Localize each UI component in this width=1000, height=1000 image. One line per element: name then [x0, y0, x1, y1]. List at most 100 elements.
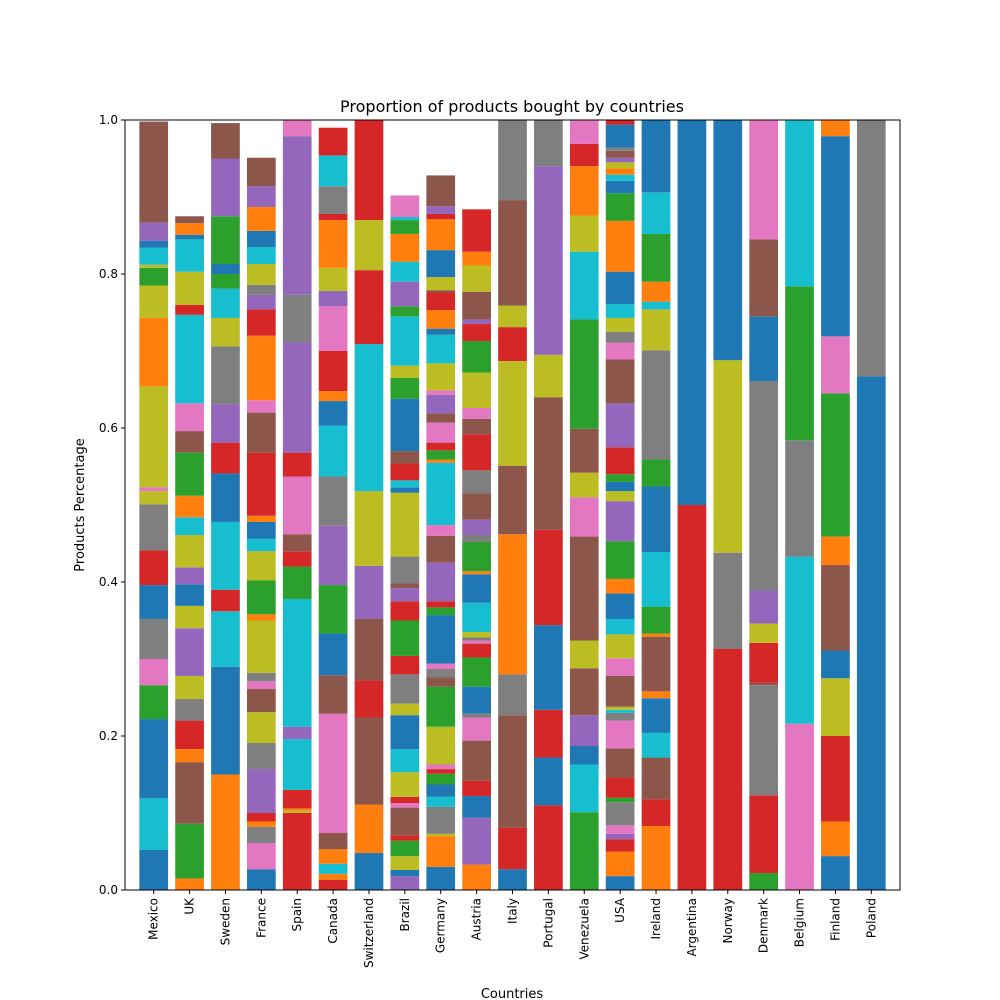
bar-segment-portugal-4 [534, 529, 563, 626]
bar-segment-germany-14 [426, 615, 456, 664]
bar-segment-germany-21 [426, 459, 456, 463]
bar-segment-germany-25 [426, 413, 456, 423]
bar-segment-venezuela-2 [569, 746, 599, 765]
bar-segment-venezuela-1 [569, 764, 599, 813]
bar-segment-venezuela-15 [569, 120, 599, 144]
bar-segment-germany-12 [426, 669, 456, 678]
bar-segment-germany-3 [426, 806, 456, 834]
bar-segment-austria-20 [462, 470, 491, 494]
bar-segment-spain-7 [282, 566, 312, 599]
bar-segment-venezuela-0 [569, 812, 599, 890]
bar-segment-france-4 [246, 813, 276, 822]
bar-segment-uk-13 [175, 495, 204, 518]
bar-segment-norway-1 [713, 552, 743, 649]
bar-segment-spain-0 [282, 813, 312, 890]
bar-segment-switzerland-4 [354, 618, 384, 681]
bar-segment-germany-26 [426, 394, 456, 414]
bar-segment-ireland-5 [641, 691, 671, 699]
bar-segment-brazil-22 [390, 463, 420, 481]
bar-segment-sweden-6 [211, 442, 240, 474]
bar-segment-ireland-11 [641, 459, 671, 487]
bar-segment-spain-12 [282, 342, 312, 453]
bar-segment-usa-39 [605, 150, 635, 158]
bar-segment-uk-17 [175, 314, 204, 404]
bar-segment-ireland-12 [641, 350, 671, 460]
bar-segment-portugal-1 [534, 757, 563, 806]
bar-segment-brazil-29 [390, 281, 420, 307]
bar-segment-uk-10 [175, 567, 204, 585]
bar-segment-usa-40 [605, 147, 635, 151]
bar-segment-italy-7 [498, 327, 527, 362]
bar-segment-uk-16 [175, 403, 204, 432]
bar-segment-italy-1 [498, 827, 527, 870]
bar-segment-brazil-12 [390, 674, 420, 704]
bar-segment-usa-14 [605, 658, 635, 676]
bar-segment-brazil-8 [390, 772, 420, 797]
bar-segment-spain-11 [282, 452, 312, 477]
bar-segment-spain-6 [282, 598, 312, 727]
x-tick-label: Italy [506, 898, 520, 924]
bar-segment-austria-4 [462, 740, 491, 781]
bar-segment-usa-41 [605, 124, 635, 148]
bar-segment-mexico-4 [139, 659, 169, 686]
bar-segment-germany-30 [426, 328, 456, 335]
bar-segment-denmark-7 [749, 381, 779, 591]
bar-segment-austria-1 [462, 817, 491, 865]
bar-segment-finland-2 [821, 736, 850, 822]
bar-segment-uk-21 [175, 234, 204, 240]
bar-segment-mexico-12 [139, 317, 169, 387]
bar-segment-germany-15 [426, 607, 456, 616]
bar-segment-switzerland-3 [354, 680, 384, 718]
bar-segment-usa-33 [605, 193, 635, 221]
bar-segment-mexico-10 [139, 487, 169, 492]
bar-segment-austria-27 [462, 319, 491, 325]
bar-segment-brazil-30 [390, 261, 420, 282]
bar-segment-denmark-9 [749, 239, 779, 317]
bar-segment-uk-6 [175, 675, 204, 700]
bar-segment-finland-5 [821, 565, 850, 651]
bar-segment-spain-3 [282, 789, 312, 809]
x-tick-label: Argentina [685, 898, 699, 957]
x-tick-label: Brazil [398, 898, 412, 932]
bar-segment-venezuela-10 [569, 319, 599, 429]
bar-segment-sweden-11 [211, 274, 240, 289]
bar-segment-austria-26 [462, 324, 491, 341]
bar-segment-sweden-4 [211, 521, 240, 590]
bar-segment-austria-5 [462, 717, 491, 741]
bar-segment-austria-29 [462, 265, 491, 292]
bar-segment-uk-20 [175, 239, 204, 272]
bar-segment-germany-1 [426, 836, 456, 867]
bar-segment-portugal-0 [534, 805, 563, 890]
bar-segment-venezuela-6 [569, 536, 599, 641]
bar-segment-uk-22 [175, 223, 204, 235]
bar-segment-italy-3 [498, 674, 527, 716]
bar-segment-brazil-13 [390, 655, 420, 675]
bar-segment-canada-11 [318, 425, 348, 477]
bar-segment-finland-8 [821, 336, 850, 394]
bar-segment-venezuela-4 [569, 668, 599, 716]
bar-segment-germany-0 [426, 866, 456, 890]
bar-segment-uk-4 [175, 720, 204, 750]
bar-segment-canada-1 [318, 873, 348, 880]
bar-segment-italy-8 [498, 305, 527, 328]
bar-segment-finland-9 [821, 136, 850, 337]
bar-segment-finland-6 [821, 536, 850, 566]
bar-segment-austria-2 [462, 796, 491, 818]
bar-segment-canada-12 [318, 401, 348, 426]
bar-segment-portugal-2 [534, 709, 563, 758]
bar-segment-germany-7 [426, 769, 456, 774]
bar-segment-france-16 [246, 521, 276, 539]
bar-segment-usa-5 [605, 802, 635, 826]
bar-segment-norway-0 [713, 648, 743, 890]
bar-segment-brazil-18 [390, 556, 420, 584]
bar-segment-austria-8 [462, 657, 491, 687]
bar-segment-belgium-0 [785, 723, 814, 890]
bar-segment-france-13 [246, 580, 276, 615]
bar-segment-denmark-4 [749, 642, 779, 683]
bar-segment-germany-36 [426, 219, 456, 251]
bar-segment-france-27 [246, 230, 276, 248]
bar-segment-france-11 [246, 620, 276, 673]
x-axis-label: Countries [481, 987, 544, 1000]
bar-segment-spain-5 [282, 726, 312, 740]
bar-segment-brazil-5 [390, 807, 420, 836]
